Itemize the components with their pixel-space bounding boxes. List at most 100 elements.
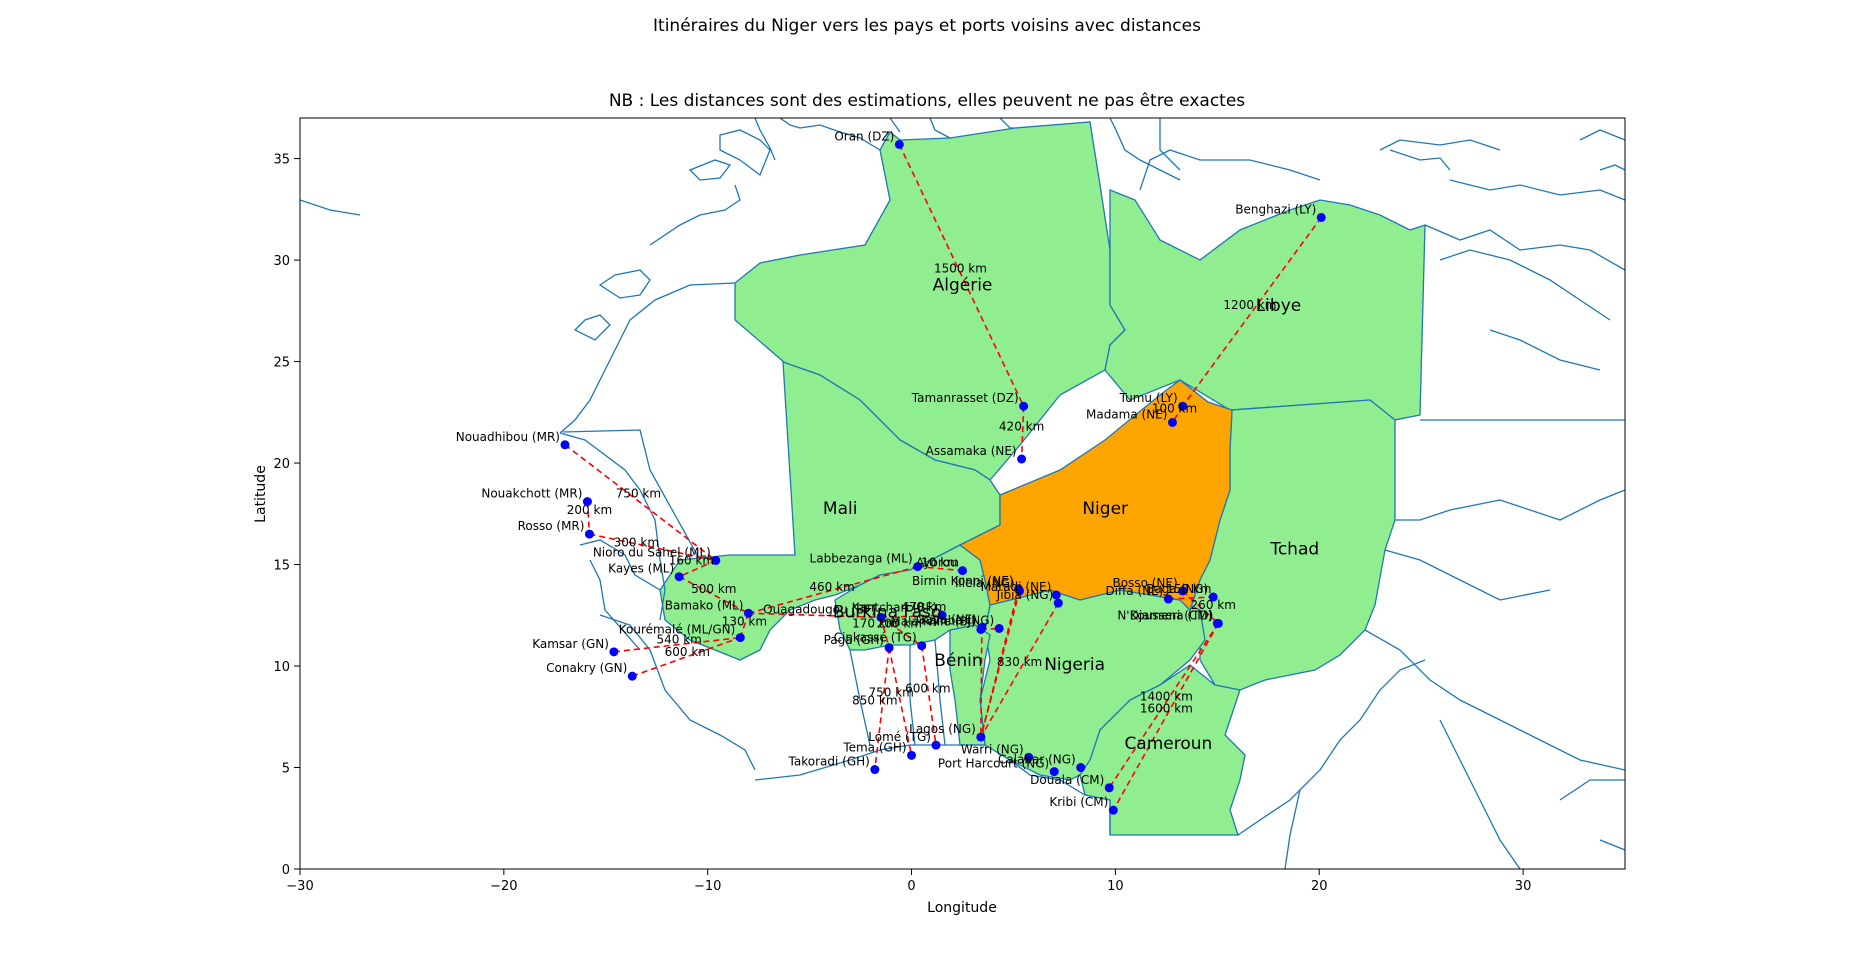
city-label-kousseri-cm: Kousseri (CM) xyxy=(1130,608,1212,622)
city-label-kouremale-ml-gn: Kourémalé (ML/GN) xyxy=(619,623,736,637)
city-point-bamako-ml xyxy=(743,608,753,618)
x-tick-label: −20 xyxy=(490,879,517,894)
x-tick-label: 20 xyxy=(1311,879,1328,894)
city-label-cinkasse-tg: Cinkassé (TG) xyxy=(834,631,917,645)
route-benghazi-ly-to-tumu-ly xyxy=(1182,216,1322,407)
route-birnin-konni-ne-to-lagos-ng xyxy=(980,588,1020,738)
city-point-nioro-du-sahel-ml xyxy=(711,555,721,565)
city-label-labbezanga-ml: Labbezanga (ML) xyxy=(810,552,913,566)
city-point-rosso-mr xyxy=(584,529,594,539)
x-tick-label: 10 xyxy=(1107,879,1124,894)
city-label-paga-gh: Paga (GH) xyxy=(824,633,885,647)
city-label-takoradi-gh: Takoradi (GH) xyxy=(788,755,870,769)
route-rosso-mr-to-nioro-du-sahel-ml xyxy=(589,533,717,562)
city-point-tumu-ly xyxy=(1178,401,1188,411)
distance-label-nioro-du-sahel-ml-to-kayes-ml: 160 km xyxy=(669,554,714,568)
distance-label-conakry-gn-to-kouremale-ml-gn: 600 km xyxy=(665,645,710,659)
distance-label-nouakchott-mr-to-rosso-mr: 200 km xyxy=(567,503,612,517)
distance-label-tumu-ly-to-madama-ne: 100 km xyxy=(1152,401,1197,415)
route-n-djamena-td-to-kribi-cm xyxy=(1112,623,1220,811)
route-paga-gh-to-tema-gh xyxy=(888,647,913,756)
y-tick-label: 15 xyxy=(273,559,290,574)
city-label-gaya-ne: Gaya (NE) xyxy=(916,612,977,626)
city-point-kamsar-gn xyxy=(609,647,619,657)
route-nouakchott-mr-to-rosso-mr xyxy=(586,501,591,535)
city-label-warri-ng: Warri (NG) xyxy=(961,742,1024,756)
distance-label-bosso-ne-to-n-djamena-td: 260 km xyxy=(1191,598,1236,612)
country-label-algerie: Algérie xyxy=(933,276,993,296)
city-point-oran-dz xyxy=(894,139,904,149)
city-point-port-harcourt-ng xyxy=(1049,767,1059,777)
distance-label-cinkasse-tg-to-lome-tg: 600 km xyxy=(905,681,950,695)
city-label-maradi-ne: Maradi (NE) xyxy=(981,580,1052,594)
city-label-kamsar-gn: Kamsar (GN) xyxy=(532,637,609,651)
distance-label-n-djamena-td-to-kribi-cm: 1600 km xyxy=(1140,702,1193,716)
route-oran-dz-to-tamanrasset-dz xyxy=(898,144,1025,407)
figure-subtitle: NB : Les distances sont des estimations,… xyxy=(608,91,1246,111)
city-point-kribi-cm xyxy=(1108,805,1118,815)
route-nouadhibou-mr-to-nioro-du-sahel-ml xyxy=(564,444,717,562)
city-points xyxy=(560,139,1326,815)
distance-label-ouagadougou-bf-to-paga-gh: 170 km xyxy=(852,616,897,630)
city-point-nouakchott-mr xyxy=(582,497,592,507)
map-geometry: Oran (DZ) Tamanrasset (DZ) Assamaka (NE) Be… xyxy=(300,118,1625,869)
distance-label-oran-dz-to-tamanrasset-dz: 1500 km xyxy=(934,261,987,275)
route-labbezanga-ml-to-ayorou xyxy=(917,565,963,572)
route-bamako-ml-to-ouagadougou-bf xyxy=(748,612,881,619)
distance-label-jibia-ng-to-lagos-ng: 830 km xyxy=(997,655,1042,669)
country-label-nigeria: Nigeria xyxy=(1044,655,1105,675)
city-point-warri-ng xyxy=(1024,752,1034,762)
city-point-douala-cm xyxy=(1104,783,1114,793)
city-point-maradi-ne xyxy=(1051,590,1061,600)
city-label-lome-tg: Lomé (TG) xyxy=(868,730,931,744)
distance-label-kayes-ml-to-bamako-ml: 500 km xyxy=(691,582,736,596)
distance-label-n-djamena-td-to-douala-cm: 1400 km xyxy=(1140,690,1193,704)
y-axis-label: Latitude xyxy=(253,465,269,523)
country-labels: Niger Algérie Libye Mali Tchad Nigeria Bénin Ca… xyxy=(823,276,1319,755)
route-ouagadougou-bf-to-paga-gh xyxy=(880,617,890,648)
city-point-kayes-ml xyxy=(674,572,684,582)
y-tick-label: 20 xyxy=(273,457,290,472)
world-outlines xyxy=(300,118,1625,869)
city-label-bamako-ml: Bamako (ML) xyxy=(665,598,744,612)
city-label-calabar-ng: Calabar (NG) xyxy=(998,753,1076,767)
route-n-djamena-td-to-douala-cm xyxy=(1108,622,1219,789)
route-illela-ng-to-lagos-ng xyxy=(980,590,1021,738)
city-label-malanville-bj: Malanville (BJ) xyxy=(890,614,975,628)
route-kayes-ml-to-bamako-ml xyxy=(678,576,749,614)
country-label-niger: Niger xyxy=(1082,499,1128,519)
city-label-kamba-ng: Kamba (NG) xyxy=(921,613,994,627)
city-label-nioro-du-sahel-ml: Nioro du Sahel (ML) xyxy=(593,545,711,559)
city-label-kantchari-bf: Kantchari (BF) xyxy=(852,600,937,614)
distance-label-labbezanga-ml-to-ayorou: 10 km xyxy=(921,556,959,570)
city-point-diffa-ne xyxy=(1163,594,1173,604)
distance-label-nouadhibou-mr-to-nioro-du-sahel-ml: 750 km xyxy=(616,487,661,501)
city-label-bosso-ne: Bosso (NE) xyxy=(1112,576,1177,590)
city-point-baga-ng xyxy=(1208,592,1218,602)
city-label-port-harcourt-ng: Port Harcourt (NG) xyxy=(938,757,1049,771)
city-point-lagos-ng xyxy=(976,732,986,742)
route-gaya-ne-to-lagos-ng xyxy=(980,627,983,738)
city-point-benghazi-ly xyxy=(1316,212,1326,222)
route-paga-gh-to-takoradi-gh xyxy=(874,647,890,770)
city-label-tema-gh: Tema (GH) xyxy=(842,740,906,754)
city-label-jibia-ng: Jibia (NG) xyxy=(996,588,1054,602)
city-point-bosso-ne xyxy=(1178,586,1188,596)
distance-label-paga-gh-to-takoradi-gh: 850 km xyxy=(852,694,897,708)
x-tick-label: 0 xyxy=(907,879,915,894)
y-tick-label: 25 xyxy=(273,356,290,371)
city-point-takoradi-gh xyxy=(870,765,880,775)
figure-title: Itinéraires du Niger vers les pays et po… xyxy=(653,16,1201,36)
y-tick-label: 35 xyxy=(273,153,290,168)
distance-label-benghazi-ly-to-tumu-ly: 1200 km xyxy=(1223,298,1276,312)
city-point-ayorou xyxy=(958,566,967,576)
distance-label-ouagadougou-bf-to-kantchari-bf: 470 km xyxy=(901,600,946,614)
city-label-madama-ne: Madama (NE) xyxy=(1086,407,1167,421)
route-cinkasse-tg-to-lome-tg xyxy=(920,645,937,746)
distance-label-diffa-ne-to-baga-ng: 150 km xyxy=(1166,582,1211,596)
neighbor-countries xyxy=(659,121,1426,836)
city-point-kantchari-bf xyxy=(937,610,947,620)
distance-label-ouagadougou-bf-to-cinkasse-tg: 200 km xyxy=(877,616,922,630)
route-jibia-ng-to-lagos-ng xyxy=(980,602,1060,738)
route-kamsar-gn-to-kouremale-ml-gn xyxy=(613,636,741,653)
